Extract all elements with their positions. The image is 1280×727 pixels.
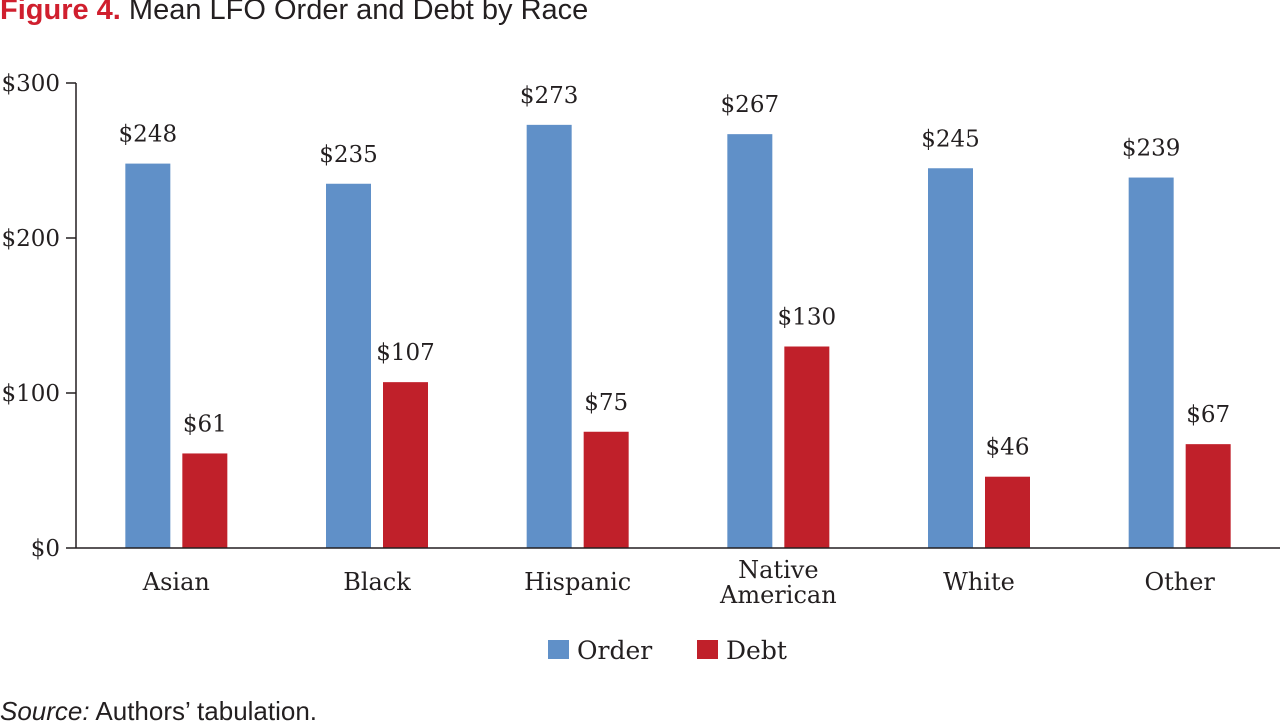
category-label: Asian <box>142 568 210 596</box>
data-label-debt: $75 <box>584 390 628 416</box>
data-labels: $248 $61 $235 $107 $273 $75 $267 $130 $245 $46 $23… <box>119 83 1231 461</box>
figure-title-text: Mean LFO Order and Debt by Race <box>128 0 589 26</box>
category-label: Other <box>1144 568 1215 596</box>
category-label: Black <box>343 568 411 596</box>
category-label: Native <box>738 556 818 584</box>
data-label-debt: $46 <box>986 435 1030 461</box>
legend-label-debt: Debt <box>726 636 787 665</box>
bar-order <box>125 163 171 548</box>
bar-debt <box>383 382 428 548</box>
data-label-order: $239 <box>1122 136 1181 162</box>
figure-label: Figure 4. <box>0 0 121 26</box>
bar-debt <box>583 431 629 548</box>
data-label-order: $235 <box>319 142 378 168</box>
bar-chart: $0 $100 $200 $300 $248 $61 $235 $107 $273 $75 $26… <box>1 71 1280 665</box>
bar-debt <box>182 453 228 548</box>
data-label-order: $245 <box>921 126 980 152</box>
bar-order <box>526 124 572 548</box>
data-label-order: $267 <box>721 92 780 118</box>
data-label-debt: $61 <box>183 411 227 437</box>
source-text: Authors’ tabulation. <box>95 696 318 726</box>
data-label-order: $273 <box>520 83 579 109</box>
data-label-order: $248 <box>119 122 178 148</box>
y-tick-label: $0 <box>31 536 60 562</box>
bar-debt <box>985 476 1030 548</box>
y-tick-label: $100 <box>1 381 60 407</box>
category-label: American <box>719 581 837 609</box>
legend-label-order: Order <box>577 636 652 665</box>
axes <box>75 83 1280 549</box>
legend-swatch-order <box>548 640 569 659</box>
bar-order <box>727 134 773 548</box>
bar-order <box>1128 177 1174 549</box>
bar-debt <box>784 346 830 548</box>
data-label-debt: $107 <box>376 340 435 366</box>
source-label: Source: <box>0 696 90 726</box>
legend-swatch-debt <box>697 640 718 659</box>
y-axis-ticks: $0 $100 $200 $300 <box>1 71 76 562</box>
category-label: White <box>943 568 1015 596</box>
category-label: Hispanic <box>524 568 631 596</box>
bar-order <box>326 183 371 548</box>
figure-title: Figure 4. Mean LFO Order and Debt by Rac… <box>0 0 588 27</box>
data-label-debt: $67 <box>1186 402 1230 428</box>
bar-debt <box>1185 444 1231 548</box>
y-tick-label: $300 <box>1 71 60 97</box>
bars <box>125 124 1231 549</box>
bar-order <box>928 168 973 548</box>
y-tick-label: $200 <box>1 226 60 252</box>
source-note: Source: Authors’ tabulation. <box>0 696 317 727</box>
data-label-debt: $130 <box>778 305 837 331</box>
legend: Order Debt <box>548 636 787 665</box>
